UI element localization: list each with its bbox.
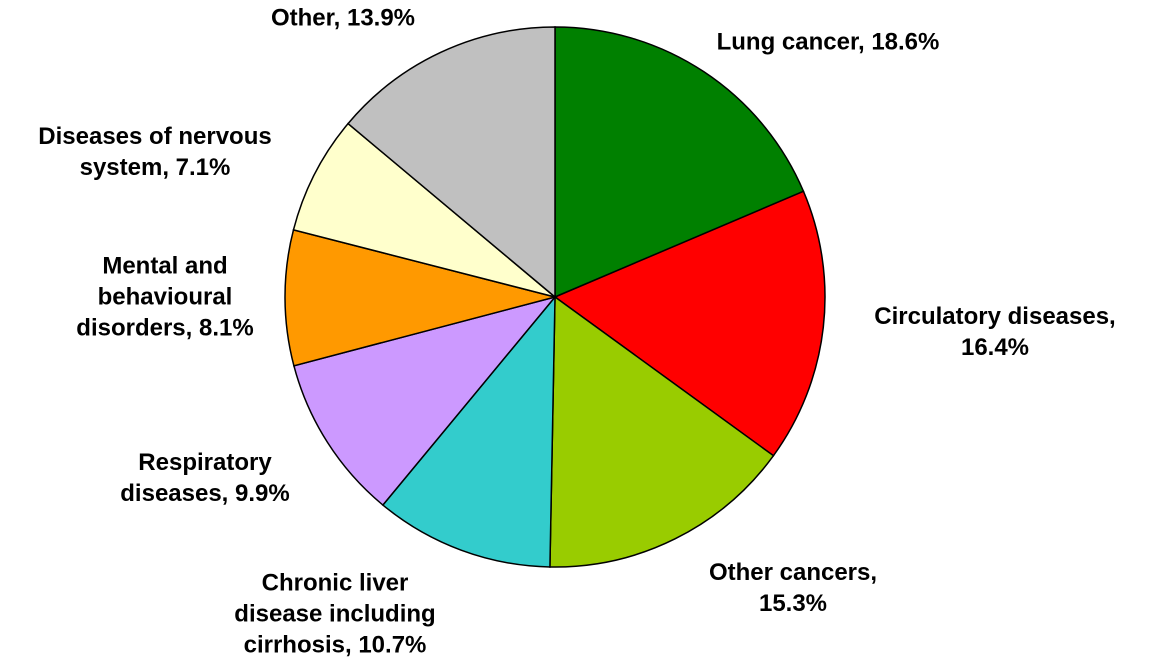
pie-slice — [381, 294, 556, 568]
slice-label: Lung cancer, 18.6% — [716, 28, 940, 56]
pie-slice — [554, 26, 805, 299]
slice-label: Circulatory diseases, 16.4% — [874, 303, 1116, 361]
pie-slice — [284, 228, 558, 367]
slice-label: Chronic liver disease including cirrhosi… — [234, 569, 436, 659]
slice-label: Respiratory diseases, 9.9% — [120, 449, 290, 507]
pie-slice — [346, 26, 556, 299]
slice-label: Diseases of nervous system, 7.1% — [38, 123, 272, 181]
pie-slice — [292, 122, 556, 298]
pie-slice — [549, 295, 775, 568]
pie-slice — [553, 190, 826, 457]
slice-label: Other cancers, 15.3% — [708, 559, 878, 617]
slice-label: Other, 13.9% — [270, 4, 416, 32]
slice-label: Mental and behavioural disorders, 8.1% — [76, 252, 254, 342]
